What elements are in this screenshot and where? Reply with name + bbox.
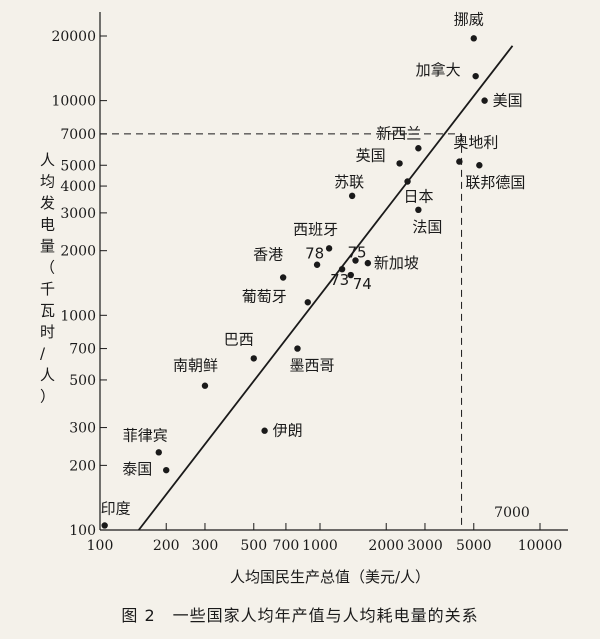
point-label: 奥地利 bbox=[453, 134, 498, 152]
y-axis-title-char: ） bbox=[40, 388, 55, 406]
y-tick-label: 100 bbox=[69, 523, 96, 539]
y-axis-title-char: / bbox=[40, 345, 46, 363]
y-tick-label: 1000 bbox=[60, 308, 96, 324]
point-label: 美国 bbox=[493, 92, 523, 110]
data-point bbox=[155, 449, 162, 456]
point-label: 苏联 bbox=[334, 173, 364, 191]
point-label: 泰国 bbox=[122, 460, 152, 478]
data-point bbox=[250, 355, 257, 362]
y-tick-label: 2000 bbox=[60, 244, 96, 260]
figure-caption: 图 2 一些国家人均年产值与人均耗电量的关系 bbox=[121, 606, 478, 625]
y-tick-label: 3000 bbox=[60, 206, 96, 222]
x-tick-label: 1000 bbox=[302, 538, 338, 554]
point-label: 新西兰 bbox=[376, 124, 421, 142]
point-label: 78 bbox=[305, 245, 324, 263]
point-label: 73 bbox=[330, 271, 349, 289]
data-point bbox=[470, 35, 477, 42]
point-label: 英国 bbox=[356, 146, 386, 164]
point-label: 挪威 bbox=[454, 10, 484, 28]
point-label: 伊朗 bbox=[273, 422, 303, 440]
y-tick-label: 200 bbox=[69, 458, 96, 474]
point-label: 南朝鲜 bbox=[173, 357, 218, 375]
y-axis-title-char: 量 bbox=[40, 237, 55, 255]
y-tick-label: 700 bbox=[69, 342, 96, 358]
point-label: 日本 bbox=[404, 188, 434, 206]
y-axis-title-char: 人 bbox=[40, 151, 55, 169]
point-label: 巴西 bbox=[224, 330, 254, 348]
x-tick-label: 200 bbox=[153, 538, 180, 554]
y-tick-label: 10000 bbox=[51, 94, 96, 110]
data-points-layer bbox=[101, 35, 488, 529]
x-tick-label: 300 bbox=[192, 538, 219, 554]
data-point bbox=[261, 427, 268, 434]
point-label: 法国 bbox=[412, 218, 442, 236]
data-point bbox=[313, 261, 321, 268]
y-axis-title-char: 人 bbox=[40, 366, 55, 384]
y-axis-title-char: 均 bbox=[40, 173, 55, 191]
point-label: 74 bbox=[353, 275, 372, 293]
y-axis-title: 人均发电量（千瓦时/人） bbox=[40, 151, 55, 406]
data-point bbox=[304, 299, 311, 306]
data-point bbox=[201, 382, 209, 389]
x-tick-label: 500 bbox=[240, 538, 267, 554]
x-tick-label: 3000 bbox=[407, 538, 443, 554]
data-point bbox=[347, 271, 354, 279]
point-label: 葡萄牙 bbox=[242, 287, 287, 305]
x-tick-label: 10000 bbox=[518, 538, 563, 554]
x-tick-label: 2000 bbox=[368, 538, 404, 554]
y-axis-title-char: 电 bbox=[40, 216, 55, 234]
point-label: 75 bbox=[348, 244, 367, 262]
y-axis-title-char: （ bbox=[40, 259, 55, 277]
point-label: 印度 bbox=[101, 499, 131, 517]
y-tick-label: 300 bbox=[69, 421, 96, 437]
y-tick-label: 500 bbox=[69, 373, 96, 389]
data-point bbox=[415, 145, 422, 152]
data-point bbox=[348, 192, 356, 200]
x-tick-label: 5000 bbox=[456, 538, 492, 554]
point-label: 菲律宾 bbox=[123, 426, 168, 444]
data-point bbox=[163, 466, 170, 474]
data-point bbox=[472, 72, 479, 80]
data-point bbox=[476, 162, 483, 169]
reference-value-label: 7000 bbox=[494, 505, 530, 521]
y-tick-label: 5000 bbox=[60, 158, 96, 174]
data-point bbox=[279, 274, 287, 281]
data-point bbox=[404, 178, 411, 185]
data-point bbox=[456, 158, 463, 165]
axis-ticks-layer: 100 200 300 500 700 1000 2000 3000 5000 100001002… bbox=[51, 29, 562, 554]
data-point bbox=[352, 257, 359, 264]
y-tick-label: 7000 bbox=[60, 127, 96, 143]
chart-lines-layer bbox=[99, 12, 568, 531]
y-axis-title-char: 千 bbox=[40, 280, 55, 298]
data-point bbox=[294, 345, 301, 352]
y-tick-label: 20000 bbox=[51, 29, 96, 45]
point-label: 新加坡 bbox=[374, 254, 419, 272]
x-axis-title: 人均国民生产总值（美元/人） bbox=[230, 568, 430, 586]
point-label: 西班牙 bbox=[293, 220, 338, 238]
y-axis-title-char: 瓦 bbox=[40, 302, 55, 320]
regression-line bbox=[138, 45, 514, 531]
y-axis-title-char: 时 bbox=[40, 323, 55, 341]
data-point bbox=[325, 245, 333, 252]
data-point bbox=[396, 160, 403, 167]
data-point bbox=[481, 97, 488, 104]
data-point bbox=[364, 259, 372, 267]
y-axis-title-char: 发 bbox=[40, 194, 55, 212]
y-tick-label: 4000 bbox=[60, 179, 96, 195]
point-label: 联邦德国 bbox=[465, 173, 525, 191]
data-point bbox=[101, 522, 108, 529]
point-label: 墨西哥 bbox=[289, 357, 334, 375]
point-label: 香港 bbox=[253, 246, 283, 264]
data-point bbox=[415, 206, 422, 214]
data-point bbox=[338, 265, 346, 273]
x-tick-label: 100 bbox=[87, 538, 114, 554]
x-tick-label: 700 bbox=[273, 538, 300, 554]
point-label: 加拿大 bbox=[416, 61, 461, 79]
